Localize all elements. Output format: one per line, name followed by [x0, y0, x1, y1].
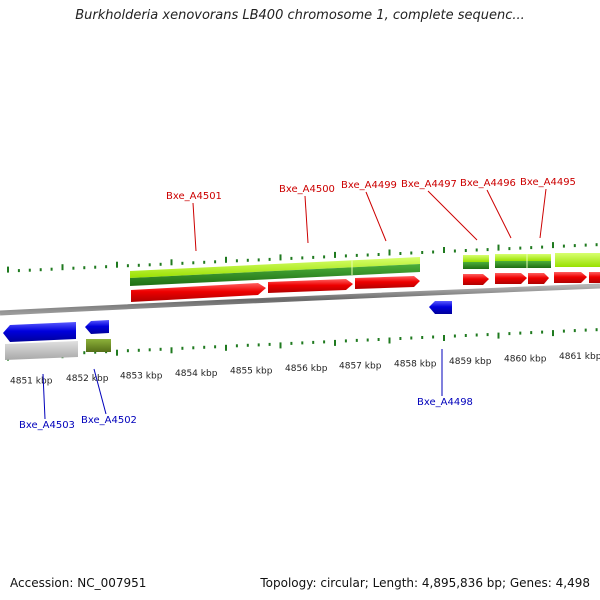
- scale-label: 4859 kbp: [449, 357, 492, 367]
- chromosome-backbone: [0, 283, 600, 316]
- scale-labels: 4851 kbp 4852 kbp 4853 kbp 4854 kbp 4855 kbp…: [10, 352, 600, 387]
- leader-line: [427, 190, 478, 241]
- gene-label-Bxe_A4501[interactable]: Bxe_A4501: [166, 191, 222, 202]
- gene-bar-light[interactable]: [495, 254, 551, 261]
- scale-label: 4853 kbp: [120, 372, 163, 382]
- leader-line: [93, 368, 107, 415]
- leader-line: [304, 195, 309, 244]
- cds-arrow-Bxe_A4497[interactable]: [463, 274, 489, 285]
- cds-arrow-Bxe_A4495[interactable]: [554, 272, 587, 283]
- scale-label: 4855 kbp: [230, 367, 273, 377]
- cds-arrow-Bxe_A4503[interactable]: [3, 322, 76, 342]
- cds-arrow-Bxe_A4501[interactable]: [131, 283, 266, 302]
- scale-label: 4861 kbp: [559, 352, 600, 362]
- forward-gene-track: [130, 253, 600, 286]
- gene-bar-light[interactable]: [555, 253, 600, 267]
- gene-label-Bxe_A4496[interactable]: Bxe_A4496: [460, 178, 516, 189]
- cds-arrow-Bxe_A4495a[interactable]: [528, 273, 549, 284]
- leader-line: [486, 189, 512, 239]
- scale-label: 4854 kbp: [175, 369, 218, 379]
- gene-bar-dark[interactable]: [463, 262, 489, 269]
- accession-text: Accession: NC_007951: [10, 576, 147, 590]
- cds-arrow-Bxe_A4500[interactable]: [268, 279, 353, 293]
- gene-label-Bxe_A4502[interactable]: Bxe_A4502: [81, 415, 137, 426]
- map-title: Burkholderia xenovorans LB400 chromosome…: [75, 8, 525, 23]
- gene-label-Bxe_A4495[interactable]: Bxe_A4495: [520, 177, 576, 188]
- topology-summary: Topology: circular; Length: 4,895,836 bp…: [260, 576, 590, 590]
- leader-line: [365, 191, 387, 242]
- gene-label-Bxe_A4503[interactable]: Bxe_A4503: [19, 420, 75, 431]
- cds-arrow-partial[interactable]: [589, 272, 600, 283]
- scale-label: 4857 kbp: [339, 362, 382, 372]
- reverse-cds-track: [3, 301, 452, 360]
- scale-label: 4851 kbp: [10, 377, 53, 387]
- cds-arrow-Bxe_A4498[interactable]: [429, 301, 452, 314]
- forward-tick-track: [7, 242, 598, 273]
- cds-arrow-Bxe_A4502[interactable]: [85, 320, 109, 334]
- gene-bar-grey[interactable]: [5, 341, 78, 360]
- cds-arrow-Bxe_A4499[interactable]: [355, 276, 420, 289]
- leader-line: [539, 188, 547, 239]
- scale-label: 4852 kbp: [66, 374, 109, 384]
- leader-line: [42, 373, 46, 420]
- scale-label: 4858 kbp: [394, 359, 437, 369]
- gene-label-Bxe_A4499[interactable]: Bxe_A4499: [341, 180, 397, 191]
- forward-cds-track: [131, 272, 600, 302]
- gene-label-Bxe_A4498[interactable]: Bxe_A4498: [417, 397, 473, 408]
- gene-label-Bxe_A4500[interactable]: Bxe_A4500: [279, 184, 335, 195]
- gene-bar-dark[interactable]: [130, 264, 420, 286]
- gene-bar-light[interactable]: [130, 257, 420, 278]
- gene-label-Bxe_A4497[interactable]: Bxe_A4497: [401, 179, 457, 190]
- reverse-gene-labels: Bxe_A4503 Bxe_A4502 Bxe_A4498: [19, 349, 473, 431]
- cds-arrow-Bxe_A4496[interactable]: [495, 273, 527, 284]
- gene-bar-dark[interactable]: [495, 261, 551, 268]
- scale-label: 4860 kbp: [504, 354, 547, 364]
- gene-bar-olive[interactable]: [86, 339, 111, 352]
- gene-bar-light[interactable]: [463, 255, 489, 262]
- scale-label: 4856 kbp: [285, 364, 328, 374]
- leader-line: [192, 202, 197, 252]
